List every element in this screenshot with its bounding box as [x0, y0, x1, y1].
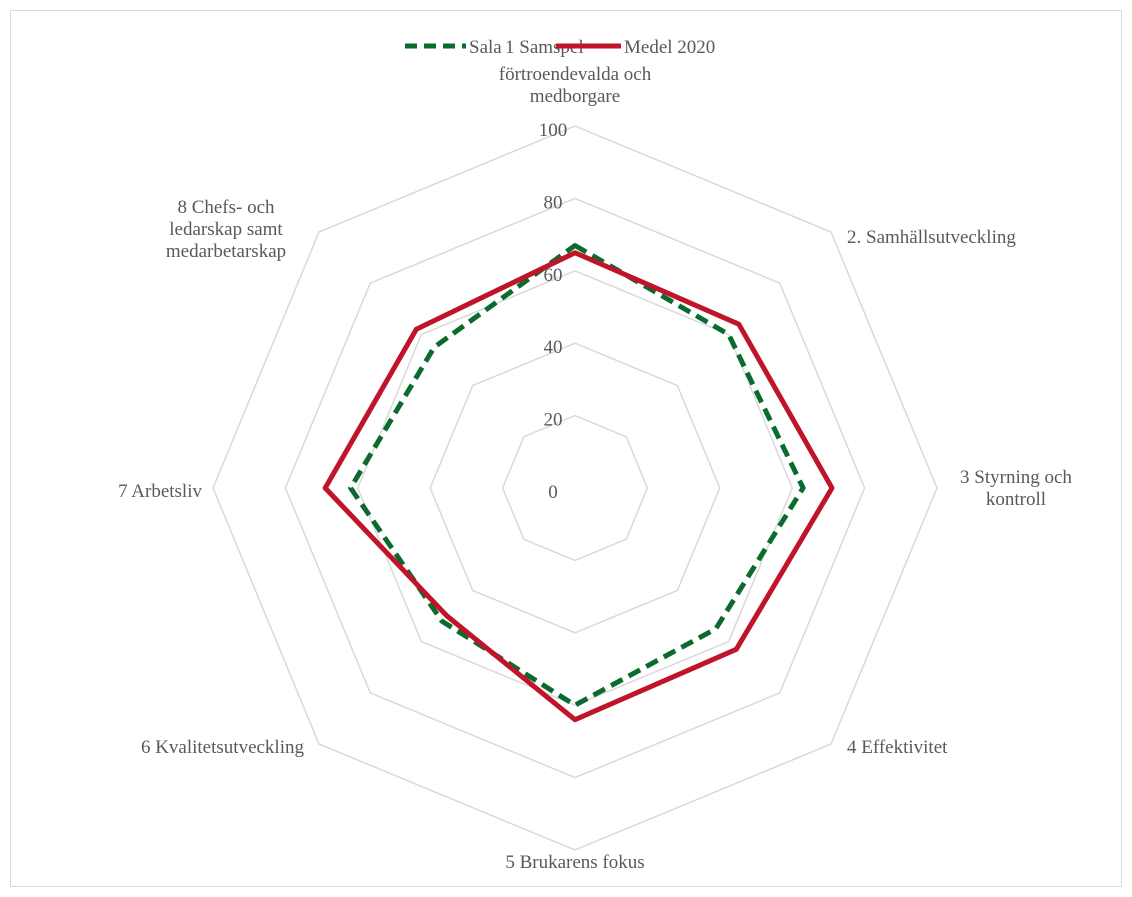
tick-label-0: 0: [548, 482, 558, 503]
tick-label-80: 80: [544, 192, 563, 213]
legend-sala-label: Sala: [469, 37, 502, 58]
series-lines: [322, 243, 835, 723]
category-label-1: förtroendevalda och medborgare: [499, 64, 652, 107]
tick-label-60: 60: [544, 265, 563, 286]
series-line-sala: [348, 243, 806, 708]
tick-label-20: 20: [544, 410, 563, 431]
legend-medel-label: Medel 2020: [624, 37, 715, 58]
series-line-medel-2020: [322, 250, 835, 723]
category-label-6: 6 Kvalitetsutveckling: [141, 737, 305, 758]
tick-labels: 0 20 40 60 80 100: [539, 120, 568, 503]
category-label-7: 7 Arbetsliv: [118, 481, 202, 502]
tick-label-40: 40: [544, 337, 563, 358]
category-label-3: 3 Styrning och kontroll: [960, 467, 1072, 510]
grid-ring-60: [356, 269, 794, 707]
grid-ring-40: [429, 342, 721, 634]
category-label-2: 2. Samhällsutveckling: [847, 227, 1016, 248]
grid: [212, 125, 938, 851]
chart-area: [10, 10, 1122, 887]
category-label-5: 5 Brukarens fokus: [505, 852, 644, 873]
grid-ring-80: [284, 197, 866, 779]
grid-ring-20: [501, 414, 649, 562]
grid-ring-100: [212, 125, 938, 851]
legend-overlap-label: 1 Samspel: [505, 37, 584, 58]
tick-label-100: 100: [539, 120, 568, 141]
category-label-8: 8 Chefs- och ledarskap samt medarbetarskap: [166, 197, 286, 262]
legend: Sala 1 Samspel Medel 2020: [405, 37, 715, 58]
category-labels: förtroendevalda och medborgare 2. Samhälls…: [118, 64, 1072, 873]
category-label-4: 4 Effektivitet: [847, 737, 948, 758]
